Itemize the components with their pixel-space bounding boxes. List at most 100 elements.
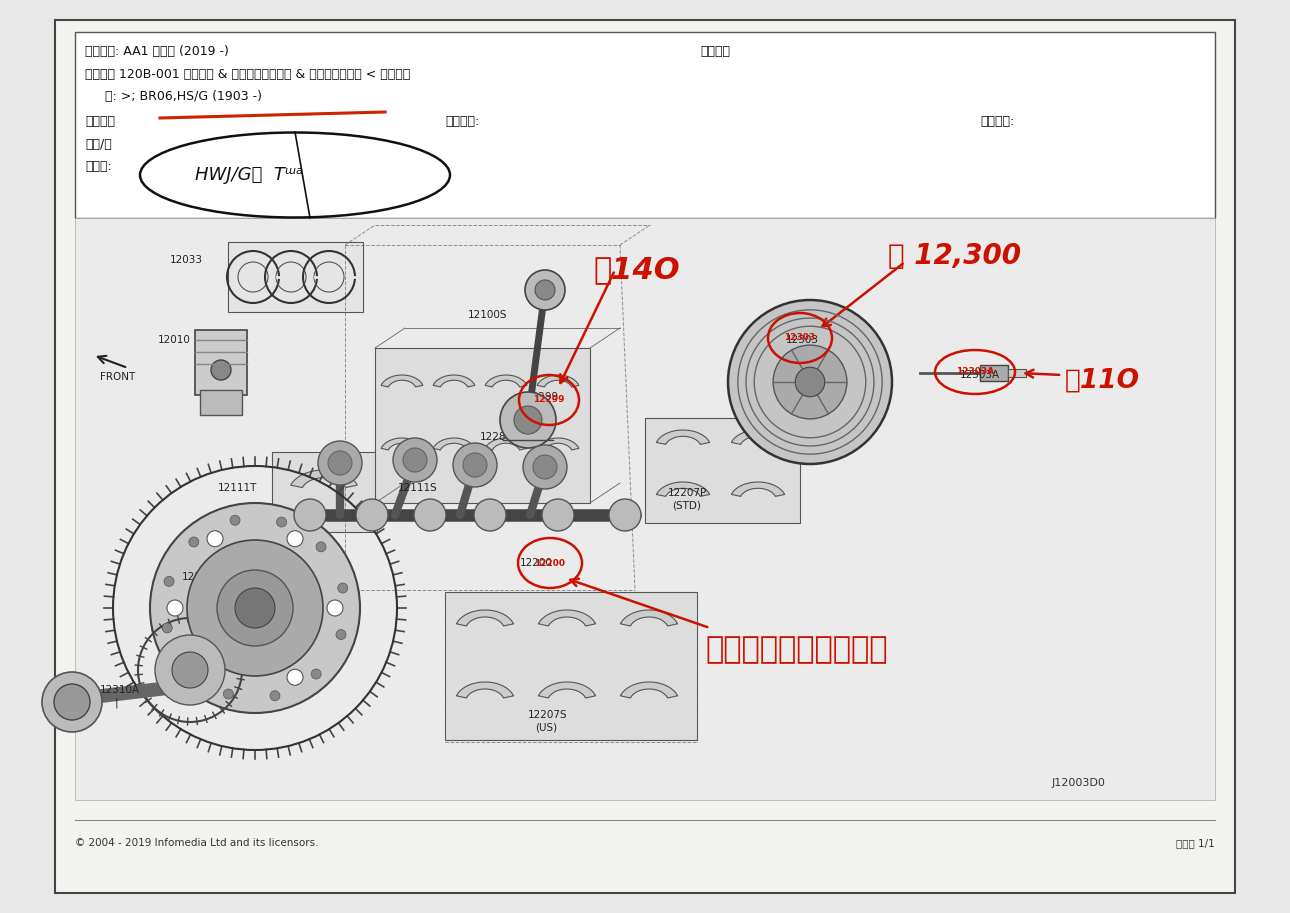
- Circle shape: [286, 669, 303, 686]
- Polygon shape: [537, 438, 579, 450]
- Text: © 2004 - 2019 Infomedia Ltd and its licensors.: © 2004 - 2019 Infomedia Ltd and its lice…: [75, 838, 319, 848]
- Text: 12100S: 12100S: [468, 310, 507, 320]
- Polygon shape: [457, 610, 513, 626]
- Text: 12207P: 12207P: [668, 488, 707, 498]
- Circle shape: [535, 280, 555, 300]
- Polygon shape: [620, 610, 677, 626]
- Circle shape: [217, 570, 293, 646]
- Circle shape: [501, 392, 556, 448]
- Circle shape: [212, 360, 231, 380]
- Circle shape: [54, 684, 90, 720]
- Circle shape: [326, 600, 343, 616]
- Bar: [980, 365, 1007, 381]
- Text: 12280: 12280: [510, 412, 543, 422]
- Circle shape: [393, 438, 437, 482]
- Polygon shape: [433, 438, 475, 450]
- Polygon shape: [485, 438, 526, 450]
- Text: 12207S: 12207S: [528, 710, 568, 720]
- Text: 12303A: 12303A: [960, 370, 1000, 380]
- Text: 12310A: 12310A: [101, 685, 141, 695]
- Circle shape: [609, 499, 641, 531]
- Text: ￥14O: ￥14O: [593, 255, 680, 284]
- Circle shape: [316, 541, 326, 551]
- Text: HWJ/G，  Tᵚᵃ: HWJ/G， Tᵚᵃ: [195, 166, 303, 184]
- Circle shape: [230, 515, 240, 525]
- Text: シャーシ: シャーシ: [85, 115, 115, 128]
- Circle shape: [795, 367, 824, 397]
- Circle shape: [356, 499, 388, 531]
- Text: 12299: 12299: [526, 392, 559, 402]
- Circle shape: [542, 499, 574, 531]
- Bar: [645, 418, 800, 523]
- Polygon shape: [381, 438, 423, 450]
- Polygon shape: [381, 375, 423, 387]
- Text: 12200: 12200: [520, 558, 553, 568]
- Circle shape: [513, 406, 542, 434]
- Bar: [1007, 369, 1026, 377]
- Circle shape: [163, 623, 173, 633]
- Bar: [75, 218, 1215, 800]
- Circle shape: [166, 600, 183, 616]
- Circle shape: [206, 530, 223, 547]
- Circle shape: [155, 635, 224, 705]
- Bar: [75, 32, 1215, 218]
- Circle shape: [319, 441, 362, 485]
- Text: 12111T: 12111T: [218, 483, 258, 493]
- Text: 12303: 12303: [786, 335, 819, 345]
- Text: 12303A: 12303A: [956, 368, 995, 376]
- Circle shape: [188, 537, 199, 547]
- Bar: [445, 592, 697, 740]
- Text: ￤11O: ￤11O: [1066, 368, 1140, 394]
- Polygon shape: [657, 482, 710, 497]
- Text: 12033: 12033: [170, 255, 203, 265]
- Text: 別型式:: 別型式:: [85, 160, 112, 173]
- Text: 12333: 12333: [182, 635, 215, 645]
- Circle shape: [414, 499, 446, 531]
- Text: ￥ 12,300: ￥ 12,300: [888, 242, 1020, 270]
- Text: |: |: [115, 697, 119, 708]
- Bar: [195, 330, 246, 395]
- Text: J12003D0: J12003D0: [1051, 778, 1106, 788]
- Text: 12200: 12200: [534, 559, 565, 568]
- Circle shape: [187, 540, 322, 676]
- Polygon shape: [485, 375, 526, 387]
- Circle shape: [773, 345, 848, 419]
- Circle shape: [43, 672, 102, 732]
- Circle shape: [235, 588, 275, 628]
- Text: 12010: 12010: [157, 335, 191, 345]
- Text: 製造年月:: 製造年月:: [980, 115, 1014, 128]
- Circle shape: [338, 583, 348, 593]
- Text: 12280: 12280: [480, 432, 513, 442]
- Bar: [228, 242, 362, 312]
- Polygon shape: [731, 482, 784, 497]
- Text: カタログ: AA1 デイズ (2019 -): カタログ: AA1 デイズ (2019 -): [85, 45, 228, 58]
- Circle shape: [206, 669, 223, 686]
- Text: ページ 1/1: ページ 1/1: [1176, 838, 1215, 848]
- Circle shape: [276, 517, 286, 527]
- Circle shape: [328, 451, 352, 475]
- Circle shape: [164, 576, 174, 586]
- Circle shape: [453, 443, 497, 487]
- Text: セクショ 120B-001 ピストン & クランクシャフト & フライホイール < エンジン: セクショ 120B-001 ピストン & クランクシャフト & フライホイール …: [85, 68, 410, 81]
- Text: 12303: 12303: [784, 333, 815, 342]
- Circle shape: [525, 270, 565, 310]
- Bar: [200, 390, 243, 415]
- Text: (STD): (STD): [672, 500, 700, 510]
- Circle shape: [172, 652, 208, 688]
- Circle shape: [270, 691, 280, 701]
- Polygon shape: [537, 375, 579, 387]
- Circle shape: [473, 499, 506, 531]
- Polygon shape: [538, 682, 596, 698]
- Text: 印刷日付: 印刷日付: [700, 45, 730, 58]
- Text: FRONT: FRONT: [101, 372, 135, 382]
- Circle shape: [522, 445, 568, 489]
- Polygon shape: [620, 682, 677, 698]
- Circle shape: [728, 300, 891, 464]
- Circle shape: [184, 664, 194, 674]
- Polygon shape: [457, 682, 513, 698]
- Circle shape: [294, 499, 326, 531]
- Circle shape: [533, 455, 557, 479]
- Circle shape: [311, 669, 321, 679]
- Text: 登録番号:: 登録番号:: [445, 115, 480, 128]
- Text: (US): (US): [535, 722, 557, 732]
